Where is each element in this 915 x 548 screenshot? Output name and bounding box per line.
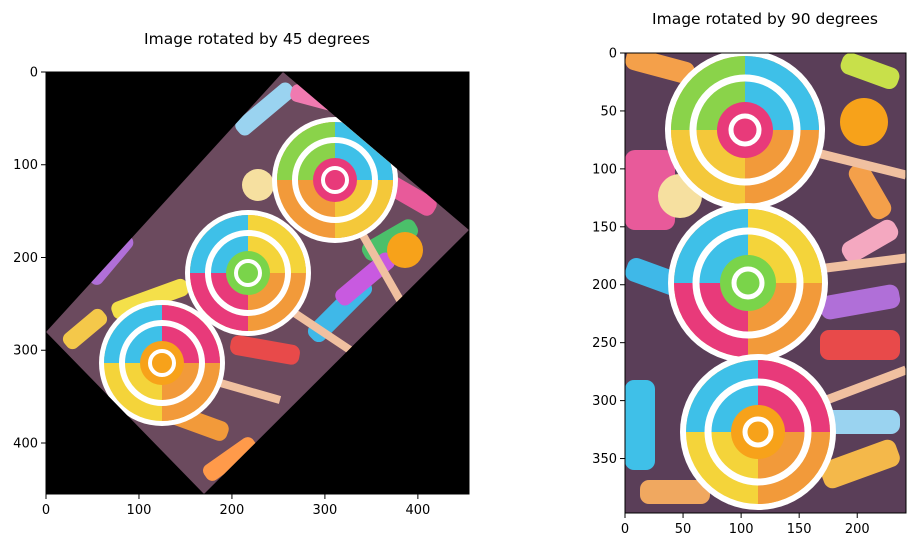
y-tick-label: 350 [592, 452, 617, 467]
y-tick-label: 250 [592, 336, 617, 351]
orange-candy [387, 232, 423, 268]
orange-candy [840, 98, 888, 146]
x-tick-label: 200 [220, 503, 245, 518]
y-tick-label: 150 [592, 220, 617, 235]
y-tick-label: 0 [30, 66, 38, 81]
x-tick-label: 100 [729, 522, 754, 537]
x-tick-label: 0 [42, 503, 50, 518]
x-tick-label: 200 [845, 522, 870, 537]
panel1-ticks: 0 100 200 300 400 0 100 200 300 400 [13, 66, 430, 519]
panel-rotated-45: Image rotated by 45 degrees [13, 30, 470, 519]
x-tick-label: 100 [127, 503, 152, 518]
lollipop-top [272, 117, 398, 243]
x-tick-label: 300 [312, 503, 337, 518]
panel-rotated-90: Image rotated by 90 degrees [592, 10, 907, 538]
image-rotated-90 [625, 53, 906, 513]
panel1-title: Image rotated by 45 degrees [144, 30, 370, 48]
x-tick-label: 150 [787, 522, 812, 537]
lollipop-stick [356, 228, 404, 302]
panel1-axes-frame [45, 71, 470, 495]
y-tick-label: 0 [609, 47, 617, 62]
lollipop-top-2 [665, 53, 825, 210]
lollipop-middle-2 [668, 203, 828, 363]
y-tick-label: 400 [13, 436, 38, 451]
y-tick-label: 100 [592, 162, 617, 177]
y-tick-label: 100 [13, 158, 38, 173]
x-tick-label: 400 [405, 503, 430, 518]
lollipop-middle [185, 210, 311, 336]
y-tick-label: 300 [13, 344, 38, 359]
panel2-title: Image rotated by 90 degrees [652, 10, 878, 28]
panel2-axes-frame [624, 52, 907, 514]
lollipop-stick [208, 376, 282, 404]
x-tick-label: 50 [675, 522, 692, 537]
lollipop-bottom-2 [680, 354, 836, 510]
candy-sticks-2 [625, 53, 901, 504]
image-rotated-45 [46, 72, 469, 494]
lollipop-stick [287, 306, 353, 354]
y-tick-label: 300 [592, 394, 617, 409]
x-tick-label: 0 [621, 522, 629, 537]
lollipop-stick [803, 145, 906, 180]
y-tick-label: 200 [13, 251, 38, 266]
ball-candy [242, 169, 274, 201]
panel2-ticks: 0 50 100 150 200 0 50 100 150 200 250 300 350 [592, 47, 869, 538]
y-tick-label: 50 [600, 104, 617, 119]
lollipop-bottom [99, 300, 225, 426]
y-tick-label: 200 [592, 278, 617, 293]
